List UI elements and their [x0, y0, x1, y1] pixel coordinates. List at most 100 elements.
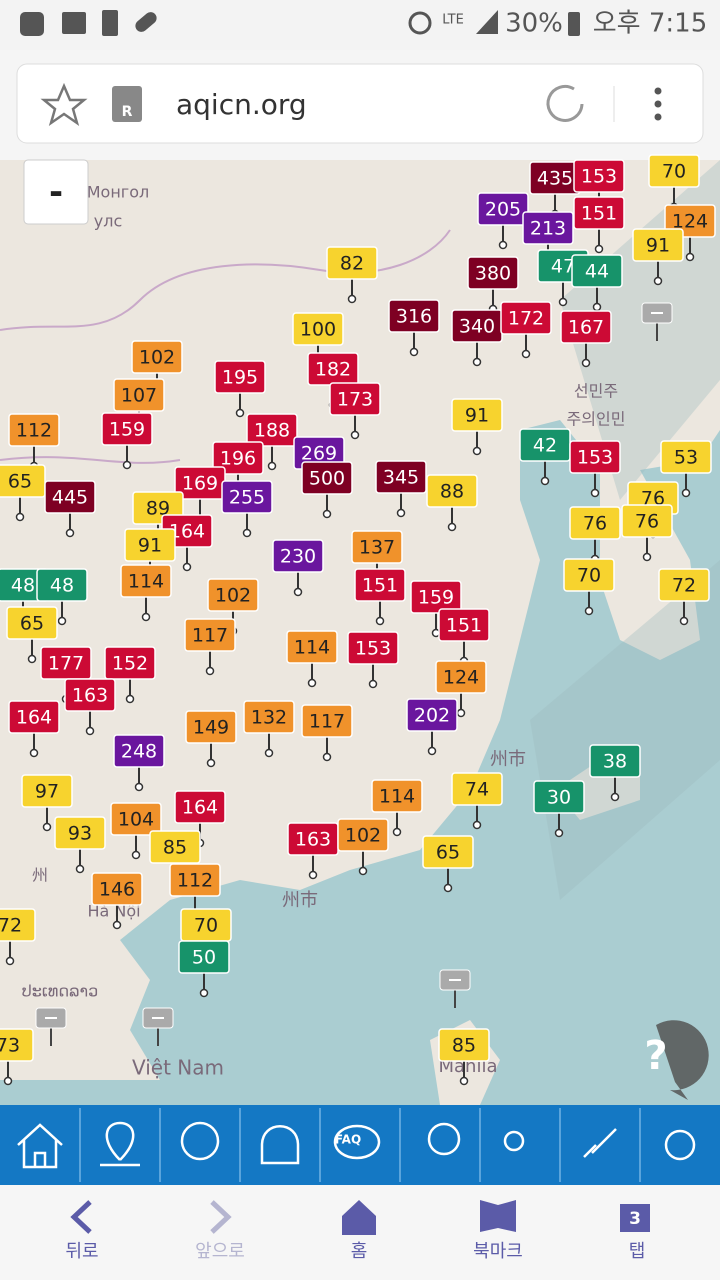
zoom-out-button[interactable] — [23, 159, 89, 225]
toolbar-icon[interactable] — [260, 1125, 300, 1165]
back-label[interactable]: 뒤로 — [65, 1241, 98, 1262]
aqi-marker[interactable] — [124, 528, 176, 562]
aqi-marker[interactable] — [113, 734, 165, 768]
aqi-marker[interactable] — [660, 440, 712, 474]
aqi-marker[interactable] — [410, 580, 462, 614]
aqi-marker[interactable] — [500, 301, 552, 335]
url-text[interactable]: aqicn.org — [176, 88, 307, 121]
aqi-marker[interactable] — [522, 211, 574, 245]
aqi-marker[interactable] — [8, 413, 60, 447]
aqi-marker[interactable] — [573, 159, 625, 193]
toolbar-icon[interactable] — [664, 1129, 696, 1161]
toolbar-icon[interactable] — [100, 1121, 140, 1167]
aqi-marker[interactable] — [301, 704, 353, 738]
forward-icon[interactable] — [210, 1200, 232, 1234]
aqi-marker[interactable] — [351, 530, 403, 564]
aqi-marker[interactable] — [21, 774, 73, 808]
toolbar-icon[interactable] — [503, 1130, 525, 1152]
aqi-marker[interactable] — [426, 474, 478, 508]
aqi-marker[interactable] — [286, 630, 338, 664]
aqi-marker[interactable] — [337, 818, 389, 852]
toolbar-icon[interactable] — [333, 1124, 381, 1160]
aqi-marker[interactable] — [621, 504, 673, 538]
aqi-marker[interactable] — [422, 835, 474, 869]
aqi-marker[interactable] — [221, 480, 273, 514]
aqi-marker[interactable] — [0, 908, 36, 942]
aqi-marker[interactable] — [354, 568, 406, 602]
aqi-marker[interactable] — [36, 568, 88, 602]
toolbar-icon[interactable] — [427, 1122, 461, 1156]
menu-button[interactable] — [654, 87, 662, 121]
aqi-marker[interactable] — [658, 568, 710, 602]
aqi-marker[interactable] — [272, 539, 324, 573]
aqi-marker[interactable] — [589, 744, 641, 778]
back-icon[interactable] — [70, 1200, 92, 1234]
tabs-label[interactable]: 탭 — [629, 1241, 646, 1262]
aqi-marker[interactable] — [54, 816, 106, 850]
aqi-marker[interactable] — [388, 299, 440, 333]
aqi-marker[interactable] — [533, 780, 585, 814]
aqi-marker[interactable] — [207, 578, 259, 612]
aqi-marker[interactable] — [438, 608, 490, 642]
aqi-marker[interactable] — [243, 700, 295, 734]
reader-icon[interactable] — [112, 86, 142, 122]
tabs-icon[interactable] — [620, 1204, 650, 1232]
aqi-marker[interactable] — [44, 480, 96, 514]
aqi-marker[interactable] — [347, 631, 399, 665]
aqi-marker[interactable] — [214, 360, 266, 394]
aqi-marker[interactable] — [560, 310, 612, 344]
aqi-marker[interactable] — [467, 256, 519, 290]
aqi-marker[interactable] — [0, 1028, 34, 1062]
aqi-marker[interactable] — [113, 378, 165, 412]
aqi-marker[interactable] — [120, 564, 172, 598]
aqi-marker[interactable] — [329, 382, 381, 416]
aqi-marker[interactable] — [375, 460, 427, 494]
bookmark-star[interactable] — [40, 82, 88, 127]
toolbar-icon[interactable] — [583, 1128, 617, 1158]
aqi-marker[interactable] — [371, 779, 423, 813]
aqi-marker[interactable] — [6, 606, 58, 640]
help-button[interactable] — [656, 1020, 709, 1100]
aqi-marker[interactable] — [174, 790, 226, 824]
aqi-marker[interactable] — [184, 618, 236, 652]
aqi-marker[interactable] — [301, 461, 353, 495]
aqi-marker[interactable] — [185, 710, 237, 744]
aqi-marker[interactable] — [101, 412, 153, 446]
aqi-marker[interactable] — [451, 772, 503, 806]
bookmark-icon[interactable] — [480, 1200, 516, 1232]
toolbar-icon[interactable] — [180, 1121, 220, 1161]
aqi-marker[interactable] — [104, 646, 156, 680]
aqi-marker[interactable] — [64, 678, 116, 712]
aqi-marker[interactable] — [632, 228, 684, 262]
aqi-marker[interactable] — [438, 1028, 490, 1062]
aqi-marker[interactable] — [451, 398, 503, 432]
aqi-marker[interactable] — [149, 830, 201, 864]
home-label[interactable]: 홈 — [351, 1241, 368, 1262]
aqi-marker[interactable] — [212, 441, 264, 475]
aqi-marker[interactable] — [573, 196, 625, 230]
aqi-marker[interactable] — [571, 254, 623, 288]
aqi-marker[interactable] — [648, 154, 700, 188]
aqi-marker[interactable] — [326, 246, 378, 280]
aqi-marker[interactable] — [569, 440, 621, 474]
aqi-marker[interactable] — [569, 506, 621, 540]
bookmarks-label[interactable]: 북마크 — [473, 1241, 523, 1262]
url-bar[interactable] — [16, 63, 704, 144]
aqi-marker[interactable] — [406, 698, 458, 732]
aqi-marker[interactable] — [178, 940, 230, 974]
aqi-marker[interactable] — [169, 863, 221, 897]
aqi-marker[interactable] — [477, 192, 529, 226]
aqi-marker[interactable] — [8, 700, 60, 734]
aqi-marker[interactable] — [246, 413, 298, 447]
toolbar-icon[interactable] — [17, 1123, 63, 1169]
aqi-marker[interactable] — [0, 464, 46, 498]
aqi-marker[interactable] — [292, 312, 344, 346]
aqi-marker[interactable] — [110, 802, 162, 836]
aqi-marker[interactable] — [563, 558, 615, 592]
home-icon[interactable] — [342, 1200, 376, 1235]
forward-label[interactable]: 앞으로 — [195, 1241, 245, 1262]
aqi-marker[interactable] — [435, 660, 487, 694]
aqi-marker[interactable] — [131, 340, 183, 374]
aqi-marker[interactable] — [91, 872, 143, 906]
reload-button[interactable] — [546, 84, 584, 122]
